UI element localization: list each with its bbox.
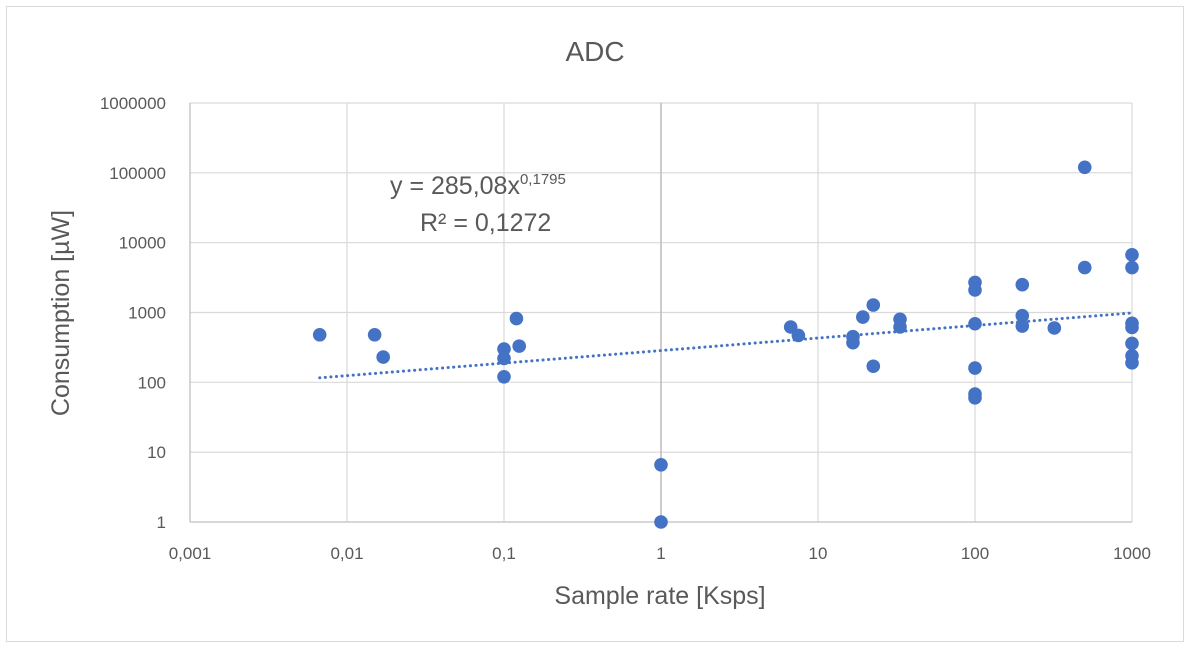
trendline-path bbox=[318, 311, 1134, 380]
data-point bbox=[856, 310, 870, 324]
tick-labels: 1 10 100 1000 10000 100000 1000000 0,001 0,01 0,1… bbox=[100, 94, 1151, 563]
data-point bbox=[497, 351, 511, 366]
y-tick-label: 10000 bbox=[119, 234, 166, 253]
data-point bbox=[968, 361, 982, 375]
data-point bbox=[1125, 356, 1139, 370]
data-point bbox=[497, 342, 511, 356]
data-point bbox=[654, 515, 668, 529]
data-points bbox=[312, 160, 1139, 529]
y-tick-label: 1000000 bbox=[100, 94, 166, 113]
trendline-equation-exponent: 0,1795 bbox=[520, 171, 566, 188]
y-tick-label: 100000 bbox=[109, 164, 166, 183]
data-point bbox=[968, 316, 982, 331]
data-point bbox=[312, 327, 327, 342]
trendline-equation: y = 285,08x0,1795 bbox=[390, 171, 566, 200]
data-point bbox=[367, 327, 382, 342]
trendline-equation-base: y = 285,08x bbox=[390, 172, 520, 200]
data-point bbox=[1077, 160, 1092, 175]
x-tick-label: 100 bbox=[961, 544, 989, 563]
data-point bbox=[497, 370, 511, 384]
y-tick-label: 100 bbox=[138, 373, 166, 392]
x-tick-label: 1 bbox=[656, 544, 665, 563]
chart-title: ADC bbox=[565, 36, 624, 67]
data-point bbox=[968, 283, 982, 297]
data-point bbox=[654, 457, 668, 472]
x-axis-title: Sample rate [Ksps] bbox=[554, 582, 765, 610]
data-point bbox=[512, 339, 527, 353]
data-point bbox=[791, 328, 806, 343]
gridlines bbox=[190, 102, 1133, 522]
x-tick-label: 1000 bbox=[1113, 544, 1151, 563]
data-point bbox=[1015, 277, 1030, 292]
data-point bbox=[1125, 336, 1139, 351]
data-point bbox=[968, 391, 982, 405]
x-tick-label: 0,01 bbox=[330, 544, 363, 563]
data-point bbox=[1015, 319, 1030, 333]
x-tick-label: 10 bbox=[809, 544, 828, 563]
data-point bbox=[846, 335, 860, 350]
data-point bbox=[1015, 308, 1030, 323]
trendline-r-squared: R² = 0,1272 bbox=[420, 209, 551, 237]
y-tick-label: 1000 bbox=[128, 304, 166, 323]
data-point bbox=[866, 298, 881, 312]
data-point bbox=[1047, 321, 1062, 335]
data-point bbox=[893, 320, 907, 334]
data-point bbox=[1125, 320, 1139, 335]
y-axis-title: Consumption [µW] bbox=[47, 210, 75, 416]
y-tick-label: 1 bbox=[157, 513, 166, 532]
chart-area bbox=[6, 6, 1184, 642]
trendline bbox=[318, 311, 1134, 380]
data-point bbox=[866, 359, 881, 374]
data-point bbox=[509, 311, 524, 326]
data-point bbox=[1077, 260, 1092, 275]
data-point bbox=[376, 350, 390, 364]
data-point bbox=[1125, 248, 1139, 262]
x-tick-label: 0,1 bbox=[492, 544, 516, 563]
data-point bbox=[1125, 260, 1139, 275]
x-tick-label: 0,001 bbox=[169, 544, 212, 563]
y-tick-label: 10 bbox=[147, 443, 166, 462]
